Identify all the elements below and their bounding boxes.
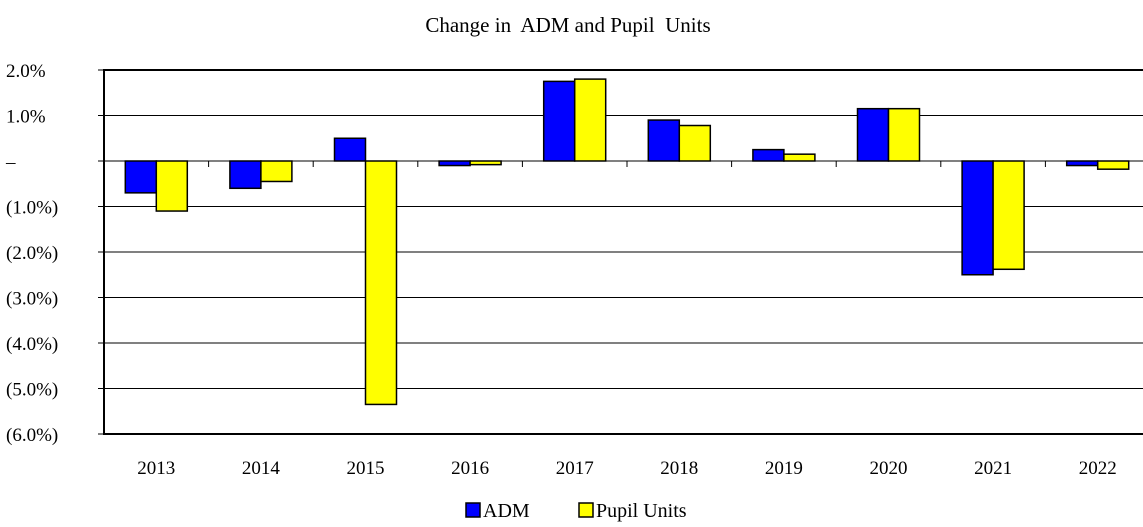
x-tick-label: 2019 bbox=[765, 458, 803, 479]
bar-pupil-units-2022 bbox=[1096, 160, 1130, 170]
bar-adm-2015 bbox=[333, 137, 367, 162]
x-tick-label: 2014 bbox=[242, 458, 281, 479]
legend-label-adm: ADM bbox=[483, 500, 530, 522]
x-tick-label: 2018 bbox=[660, 458, 698, 479]
x-tick-label: 2021 bbox=[974, 458, 1012, 479]
bar-pupil-units-2020 bbox=[887, 107, 921, 162]
x-axis-labels: 2013 2014 2015 2016 2017 2018 2019 2020 2021 2022 bbox=[137, 458, 1116, 479]
y-tick-label: (5.0%) bbox=[6, 380, 58, 401]
bar-adm-2018 bbox=[647, 119, 681, 162]
bar-adm-2022 bbox=[1065, 160, 1099, 167]
zero-axis bbox=[104, 160, 1143, 167]
x-tick-label: 2016 bbox=[451, 458, 489, 479]
legend-swatch-adm bbox=[465, 502, 481, 518]
y-tick-label: (1.0%) bbox=[6, 198, 58, 219]
chart-title: Change in ADM and Pupil Units bbox=[425, 13, 710, 37]
legend-swatch-pupil-units bbox=[578, 502, 594, 518]
gridlines bbox=[98, 69, 1143, 435]
bar-pupil-units-2021 bbox=[992, 160, 1025, 271]
bar-pupil-units-2014 bbox=[260, 160, 293, 183]
y-tick-label: – bbox=[5, 152, 16, 173]
bar-pupil-units-2015 bbox=[364, 160, 398, 406]
bar-adm-2013 bbox=[124, 160, 158, 194]
plot-area-border bbox=[103, 69, 1143, 435]
legend-label-pupil-units: Pupil Units bbox=[596, 500, 687, 522]
bar-pupil-units-2013 bbox=[155, 160, 189, 212]
bar-adm-2016 bbox=[438, 160, 471, 167]
bar-pupil-units-2017 bbox=[573, 78, 607, 162]
x-tick-label: 2015 bbox=[347, 458, 385, 479]
bar-adm-2017 bbox=[542, 80, 576, 162]
y-tick-label: 1.0% bbox=[6, 107, 46, 128]
bar-adm-2014 bbox=[229, 160, 262, 190]
legend: ADM Pupil Units bbox=[465, 500, 687, 522]
x-tick-label: 2022 bbox=[1079, 458, 1117, 479]
x-tick-label: 2017 bbox=[556, 458, 594, 479]
y-axis-labels: 2.0% 1.0% – (1.0%) (2.0%) (3.0%) (4.0%) (5.0%) (… bbox=[5, 61, 58, 446]
bar-adm-2019 bbox=[752, 148, 785, 162]
y-tick-label: (6.0%) bbox=[6, 425, 58, 446]
x-tick-label: 2020 bbox=[870, 458, 908, 479]
y-tick-label: (4.0%) bbox=[6, 334, 58, 355]
x-tick-label: 2013 bbox=[137, 458, 175, 479]
bar-adm-2020 bbox=[856, 107, 890, 162]
bar-pupil-units-2016 bbox=[469, 160, 502, 166]
y-tick-label: (2.0%) bbox=[6, 243, 58, 264]
y-tick-label: (3.0%) bbox=[6, 289, 58, 310]
bar-pupil-units-2019 bbox=[783, 153, 816, 162]
bar-pupil-units-2018 bbox=[678, 124, 712, 162]
bars bbox=[124, 78, 1130, 406]
bar-adm-2021 bbox=[961, 160, 994, 276]
y-tick-label: 2.0% bbox=[6, 61, 46, 82]
